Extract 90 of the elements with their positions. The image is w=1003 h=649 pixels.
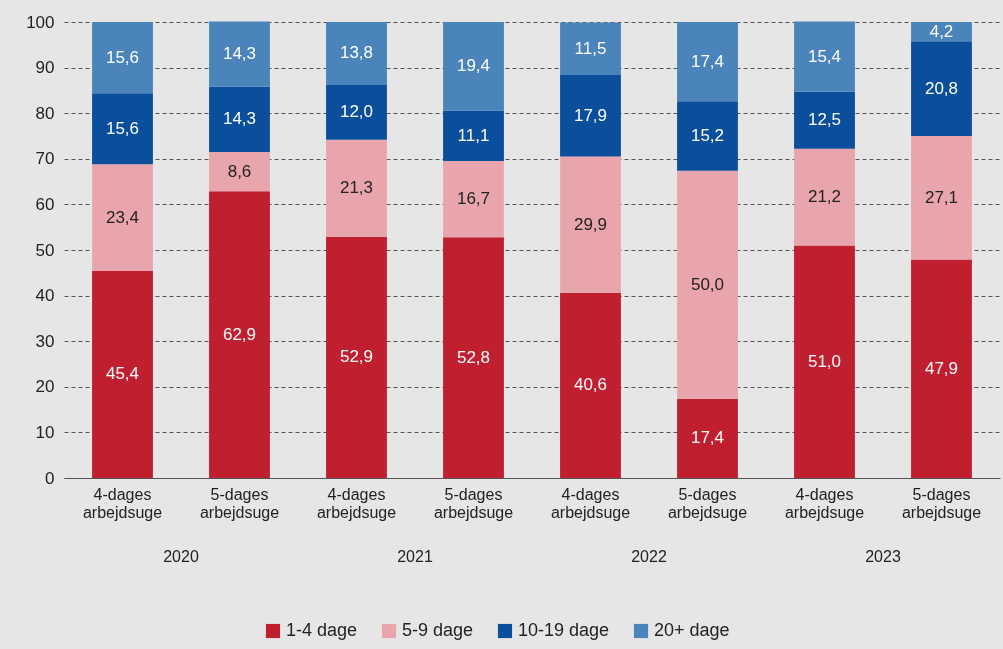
x-tick-label: 5-dages arbejdsuge (433, 485, 514, 521)
bar (911, 136, 972, 260)
bar (911, 41, 972, 136)
bar (794, 148, 855, 246)
data-label: 11,5 (574, 38, 607, 58)
bar (92, 164, 153, 271)
bar (209, 86, 270, 152)
data-label: 29,9 (573, 214, 608, 234)
bar (443, 237, 504, 478)
data-label: 51,0 (807, 351, 842, 371)
data-label: 62,9 (222, 324, 257, 344)
bar (209, 191, 270, 478)
data-label: 12,5 (807, 110, 842, 130)
bar (794, 245, 855, 478)
bar (326, 236, 387, 478)
bar (560, 156, 621, 293)
x-tick-label: 4-dages arbejdsuge (82, 485, 163, 521)
data-label: 15,4 (807, 46, 842, 66)
bar (443, 110, 504, 162)
x-tick-label: 5-dages arbejdsuge (901, 485, 982, 521)
legend-label: 10-19 dage (518, 620, 610, 640)
text: 2023 (864, 548, 902, 566)
data-label: 17,4 (690, 428, 725, 448)
bar (209, 151, 270, 192)
bar (911, 259, 972, 478)
bar (560, 22, 621, 75)
x-tick-label: 4-dages arbejdsuge (316, 485, 397, 521)
data-label: 11,1 (457, 125, 490, 145)
bar (560, 74, 621, 157)
bar (443, 22, 504, 111)
data-label: 45,4 (105, 364, 140, 384)
data-label: 15,6 (105, 47, 140, 67)
data-label: 52,8 (456, 347, 491, 367)
y-tick-label: 80 (35, 103, 55, 123)
data-label: 17,4 (690, 51, 725, 71)
y-tick-label: 50 (35, 240, 55, 260)
x-tick-label: 5-dages arbejdsuge (199, 485, 280, 521)
bar (677, 170, 738, 399)
x-tick-label: 4-dages arbejdsuge (550, 485, 631, 521)
data-label: 4,2 (929, 21, 954, 41)
bar (92, 22, 153, 94)
data-label: 17,9 (573, 105, 608, 125)
data-label: 21,2 (807, 187, 842, 207)
data-label: 21,3 (339, 178, 374, 198)
data-label: 12,0 (339, 102, 374, 122)
text: 2022 (630, 548, 668, 566)
bar (677, 101, 738, 171)
y-tick-label: 40 (35, 286, 55, 306)
text: 2021 (396, 548, 434, 566)
bar (92, 93, 153, 165)
y-tick-label: 60 (35, 194, 55, 214)
bar (326, 22, 387, 85)
legend-label: 1-4 dage (286, 620, 358, 640)
data-label: 8,6 (227, 161, 252, 181)
data-label: 20,8 (924, 78, 959, 98)
bar (326, 139, 387, 237)
data-label: 14,3 (222, 44, 257, 64)
data-label: 52,9 (339, 347, 374, 367)
y-tick-label: 90 (35, 58, 55, 78)
data-label: 27,1 (924, 187, 959, 207)
bar (677, 22, 738, 102)
bar (326, 84, 387, 140)
bar (560, 292, 621, 478)
data-label: 15,6 (105, 118, 140, 138)
data-label: 47,9 (924, 358, 959, 378)
x-tick-label: 4-dages arbejdsuge (784, 485, 865, 521)
legend-label: 20+ dage (654, 620, 730, 640)
y-tick-label: 30 (35, 331, 55, 351)
data-label: 19,4 (456, 56, 491, 76)
x-tick-label: 5-dages arbejdsuge (667, 485, 748, 521)
data-label: 14,3 (222, 109, 257, 129)
bar (92, 270, 153, 478)
legend-label: 5-9 dage (402, 620, 474, 640)
y-tick-label: 100 (26, 12, 55, 32)
y-tick-label: 20 (35, 377, 55, 397)
y-tick-label: 70 (35, 149, 55, 169)
text: 2020 (162, 548, 200, 566)
data-label: 16,7 (456, 189, 491, 209)
data-label: 23,4 (105, 207, 140, 227)
data-label: 13,8 (339, 43, 374, 63)
data-label: 40,6 (573, 375, 608, 395)
bar (443, 161, 504, 238)
data-label: 15,2 (690, 126, 725, 145)
data-label: 50,0 (690, 274, 725, 294)
bar (677, 398, 738, 478)
bar (209, 21, 270, 87)
y-tick-label: 0 (45, 468, 55, 488)
y-tick-label: 10 (35, 422, 55, 442)
bar (794, 91, 855, 149)
bar (794, 21, 855, 92)
